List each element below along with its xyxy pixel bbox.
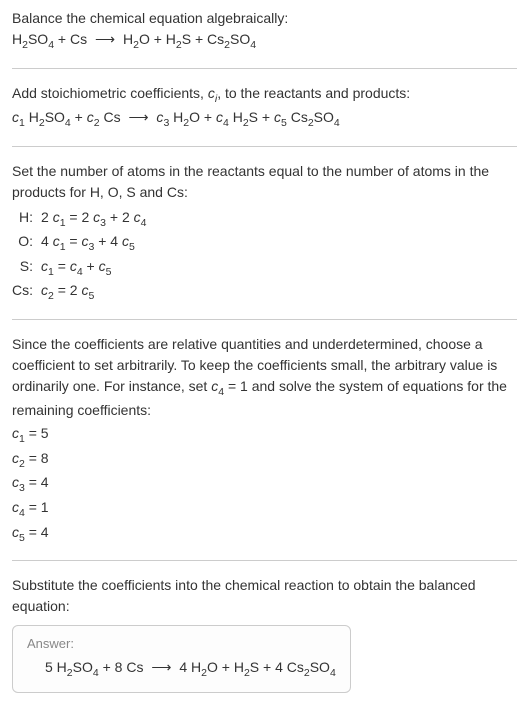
coef-result: c1 = 5 (12, 423, 517, 448)
text-part: Add stoichiometric coefficients, (12, 85, 208, 101)
atom-label: H: (12, 207, 41, 232)
arrow-icon: ⟶ (95, 29, 115, 50)
coef-result: c2 = 8 (12, 448, 517, 473)
eq-part: Cs (287, 109, 308, 125)
eq-part: SO (314, 109, 334, 125)
atom-row: Cs:c2 = 2 c5 (12, 280, 147, 305)
eq-part: + Cs (54, 31, 91, 47)
atom-row: H:2 c1 = 2 c3 + 2 c4 (12, 207, 147, 232)
eq-part: O + H (139, 31, 176, 47)
coef-var: c (12, 109, 19, 125)
eq-part: O + (189, 109, 216, 125)
solve-intro: Since the coefficients are relative quan… (12, 334, 517, 422)
eq-part: Cs (100, 109, 125, 125)
atom-label: Cs: (12, 280, 41, 305)
eq-part: SO (45, 109, 65, 125)
coef-result: c4 = 1 (12, 497, 517, 522)
problem-text: Balance the chemical equation algebraica… (12, 8, 517, 29)
eq-part: H (119, 31, 133, 47)
text-part: , to the reactants and products: (217, 85, 410, 101)
coef-equation: c1 H2SO4 + c2 Cs ⟶ c3 H2O + c4 H2S + c5 … (12, 107, 517, 132)
ci-var: c (208, 85, 215, 101)
eq-part: SO (73, 659, 93, 675)
divider (12, 68, 517, 69)
eq-sub: 4 (330, 667, 336, 679)
eq-part: H (169, 109, 183, 125)
unbalanced-equation: H2SO4 + Cs ⟶ H2O + H2S + Cs2SO4 (12, 29, 517, 54)
eq-part: H (229, 109, 243, 125)
atom-label: O: (12, 231, 41, 256)
answer-box: Answer: 5 H2SO4 + 8 Cs ⟶ 4 H2O + H2S + 4… (12, 625, 351, 693)
eq-part: + 8 Cs (99, 659, 148, 675)
eq-part: SO (230, 31, 250, 47)
eq-part: S + (249, 109, 274, 125)
eq-part: + (71, 109, 87, 125)
eq-part: S + Cs (182, 31, 224, 47)
section-answer: Substitute the coefficients into the che… (12, 575, 517, 693)
coef-var: c (87, 109, 94, 125)
answer-label: Answer: (27, 636, 336, 651)
section-coefficients: Add stoichiometric coefficients, ci, to … (12, 83, 517, 132)
arrow-icon: ⟶ (151, 657, 171, 678)
divider (12, 146, 517, 147)
eq-part: SO (28, 31, 48, 47)
atom-equation: c2 = 2 c5 (41, 280, 147, 305)
eq-part: 4 H (175, 659, 201, 675)
atom-label: S: (12, 256, 41, 281)
eq-part: S + 4 Cs (250, 659, 304, 675)
answer-intro: Substitute the coefficients into the che… (12, 575, 517, 617)
eq-part: H (12, 31, 22, 47)
atom-equation: c1 = c4 + c5 (41, 256, 147, 281)
coef-var: c (216, 109, 223, 125)
divider (12, 560, 517, 561)
coef-result: c5 = 4 (12, 522, 517, 547)
coef-var: c (274, 109, 281, 125)
divider (12, 319, 517, 320)
coef-result: c3 = 4 (12, 472, 517, 497)
section-solve: Since the coefficients are relative quan… (12, 334, 517, 546)
eq-part: SO (310, 659, 330, 675)
atom-equations-table: H:2 c1 = 2 c3 + 2 c4O:4 c1 = c3 + 4 c5S:… (12, 207, 147, 305)
section-atom-balance: Set the number of atoms in the reactants… (12, 161, 517, 305)
arrow-icon: ⟶ (128, 107, 148, 128)
eq-part: H (25, 109, 39, 125)
atom-equation: 4 c1 = c3 + 4 c5 (41, 231, 147, 256)
eq-sub: 4 (334, 117, 340, 129)
atom-row: S:c1 = c4 + c5 (12, 256, 147, 281)
section-problem: Balance the chemical equation algebraica… (12, 8, 517, 54)
balanced-equation: 5 H2SO4 + 8 Cs ⟶ 4 H2O + H2S + 4 Cs2SO4 (27, 657, 336, 682)
atom-intro: Set the number of atoms in the reactants… (12, 161, 517, 203)
eq-sub: 4 (250, 39, 256, 51)
eq-part: O + H (207, 659, 244, 675)
coef-var: c (153, 109, 164, 125)
coef-intro: Add stoichiometric coefficients, ci, to … (12, 83, 517, 108)
eq-part: 5 H (45, 659, 67, 675)
atom-equation: 2 c1 = 2 c3 + 2 c4 (41, 207, 147, 232)
coef-list: c1 = 5c2 = 8c3 = 4c4 = 1c5 = 4 (12, 423, 517, 546)
atom-row: O:4 c1 = c3 + 4 c5 (12, 231, 147, 256)
